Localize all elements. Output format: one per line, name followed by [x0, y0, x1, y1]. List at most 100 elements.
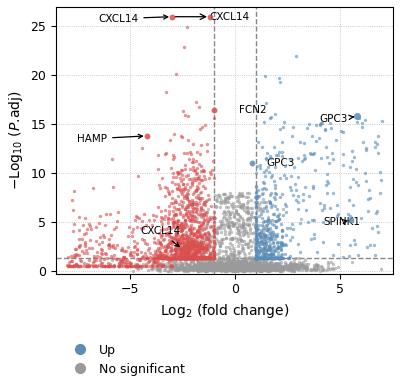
Point: [204, 268, 210, 274]
Point: [237, 263, 243, 269]
Point: [179, 263, 185, 269]
Point: [223, 265, 230, 271]
Point: [188, 255, 194, 261]
Point: [204, 263, 210, 269]
Point: [225, 223, 231, 230]
Point: [286, 184, 293, 190]
Point: [124, 264, 130, 270]
Point: [239, 265, 245, 271]
Point: [158, 232, 165, 238]
Point: [272, 267, 278, 273]
Point: [363, 178, 370, 184]
Point: [264, 264, 270, 270]
Point: [232, 268, 238, 274]
Point: [199, 211, 205, 217]
Point: [145, 245, 152, 251]
Point: [224, 194, 230, 200]
Point: [86, 263, 92, 269]
Point: [309, 133, 316, 139]
Point: [261, 255, 267, 261]
Point: [267, 267, 274, 273]
Point: [277, 255, 283, 261]
Point: [278, 260, 284, 266]
Point: [165, 268, 172, 274]
Point: [118, 261, 124, 268]
Point: [166, 191, 172, 197]
Point: [252, 266, 258, 272]
Point: [264, 255, 271, 261]
Point: [317, 200, 323, 206]
Point: [192, 242, 198, 248]
Point: [198, 263, 204, 269]
Point: [224, 263, 230, 269]
Point: [211, 266, 217, 272]
Point: [190, 204, 197, 211]
Point: [279, 139, 286, 145]
Point: [183, 149, 190, 155]
Point: [182, 257, 188, 263]
Point: [206, 255, 213, 261]
Point: [264, 266, 270, 272]
Point: [193, 199, 200, 205]
Point: [244, 208, 250, 214]
Point: [200, 168, 207, 174]
Point: [190, 261, 197, 267]
Point: [378, 177, 384, 183]
Point: [290, 261, 297, 268]
Point: [258, 206, 264, 212]
Point: [240, 247, 246, 253]
Point: [180, 265, 186, 271]
Point: [267, 262, 273, 268]
Point: [258, 186, 265, 192]
Point: [156, 240, 162, 246]
Point: [158, 260, 164, 266]
Point: [177, 247, 183, 253]
Point: [279, 190, 285, 196]
Point: [220, 261, 227, 268]
Point: [175, 267, 181, 273]
Point: [323, 144, 329, 150]
Point: [320, 219, 326, 225]
Point: [211, 175, 217, 181]
Point: [245, 264, 252, 271]
Point: [242, 262, 248, 268]
Point: [191, 244, 198, 250]
Point: [195, 259, 202, 265]
Point: [253, 257, 260, 263]
Point: [253, 247, 259, 253]
Point: [192, 266, 198, 272]
Point: [159, 255, 166, 261]
Point: [266, 238, 273, 244]
Point: [149, 263, 155, 269]
Point: [223, 204, 230, 210]
Point: [184, 245, 191, 251]
Point: [239, 190, 246, 196]
Point: [200, 266, 206, 272]
Point: [253, 255, 259, 261]
Point: [376, 169, 383, 175]
Point: [65, 263, 71, 269]
Point: [196, 240, 202, 246]
Point: [198, 255, 204, 261]
Point: [250, 255, 256, 261]
Point: [206, 252, 212, 258]
Point: [216, 263, 222, 269]
Point: [191, 213, 198, 219]
Point: [192, 214, 198, 220]
Point: [269, 255, 275, 261]
Point: [247, 260, 253, 266]
Point: [194, 165, 200, 171]
Point: [191, 250, 197, 256]
Point: [335, 264, 342, 270]
Point: [180, 267, 186, 273]
Point: [181, 247, 188, 253]
Point: [261, 180, 268, 186]
Point: [289, 234, 296, 240]
Point: [195, 242, 202, 248]
Point: [202, 266, 208, 272]
Point: [280, 119, 287, 125]
Point: [171, 255, 178, 261]
Point: [176, 236, 182, 242]
Point: [196, 263, 202, 269]
Point: [277, 261, 284, 267]
